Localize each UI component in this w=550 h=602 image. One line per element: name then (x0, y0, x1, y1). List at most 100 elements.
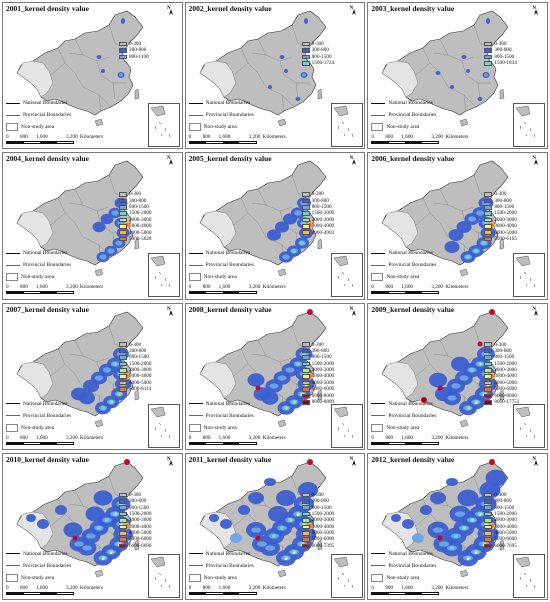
density-hotspot (93, 490, 113, 506)
legend-provincial-label: Provincial Boundaries (23, 112, 72, 118)
density-hotspot (284, 557, 287, 560)
north-label: N (532, 156, 536, 162)
legend-entry: 3000-4000 (301, 524, 334, 530)
density-hotspot (83, 379, 99, 392)
density-legend: 0-300 300-800 800-1500 1500-1724 (301, 41, 334, 67)
legend-swatch (119, 230, 127, 236)
legend-label: 1500-2000 (494, 210, 517, 217)
legend-swatch (484, 399, 493, 405)
legend-national-label: National Boundaries (388, 400, 433, 407)
scale-tick: 0 (188, 434, 192, 441)
density-hotspot (301, 73, 306, 77)
provincial-boundary (291, 175, 308, 200)
legend-label: 300-800 (129, 498, 147, 505)
legend-label: 4000-5000 (311, 379, 335, 386)
scale-tick: 0 (371, 134, 374, 140)
legend-national: National Boundaries (371, 398, 436, 410)
density-hotspot (451, 356, 470, 371)
density-hotspot (475, 551, 478, 554)
non-study-area (199, 361, 236, 398)
legend-label: 1500-2000 (129, 360, 152, 367)
scale-bar: 0 800 1,600 3,200 Kilometers (371, 134, 491, 144)
nonstudy-swatch (188, 573, 201, 582)
legend-swatch (484, 543, 493, 549)
legend-national: National Boundaries (6, 398, 71, 410)
legend-entry: 800-1500 (484, 354, 519, 360)
national-line-swatch (188, 102, 203, 104)
provincial-boundary (74, 189, 110, 212)
nonstudy-swatch (188, 423, 201, 432)
china-map (16, 159, 173, 277)
china-map (16, 309, 173, 427)
legend-entry: 6000-6690 (119, 543, 151, 549)
provincial-boundary (434, 353, 449, 356)
legend-entry: 300-800 (119, 198, 151, 204)
legend-swatch (301, 380, 310, 386)
south-china-sea-inset (148, 103, 180, 147)
legend-label: 0-300 (494, 191, 507, 198)
legend-nonstudy-label: Non-study area (386, 274, 420, 281)
scale-bar: 0 800 1,600 3,200 Kilometers (6, 284, 126, 295)
legend-entry: 0-300 (484, 342, 519, 348)
legend-entry: 4000-4903 (301, 230, 334, 236)
provincial-boundary (68, 353, 84, 356)
legend-national-label: National Boundaries (23, 250, 68, 257)
legend-entry: 2000-3000 (301, 217, 334, 223)
north-label: N (532, 456, 536, 462)
north-label: N (532, 6, 536, 11)
provincial-boundary (68, 503, 84, 506)
north-arrow-icon (169, 309, 173, 316)
map-panel-2006: 2006_kernel density value N 0-300 300-800… (367, 152, 548, 300)
provincial-boundary (474, 175, 491, 200)
legend-entry: 300-800 (484, 198, 516, 204)
legend-entry: 4000-5000 (301, 530, 334, 536)
legend-swatch (119, 224, 127, 229)
density-legend: 0-300 300-800 800-1500 1500-2000 2000-3000 30… (301, 191, 334, 236)
legend-swatch (301, 543, 310, 549)
legend-label: 5000-6000 (494, 536, 517, 543)
legend-entry: 8000-8889 (301, 399, 335, 406)
density-hotspot (255, 385, 261, 390)
taiwan-island (500, 389, 505, 400)
legend-label: 800-1500 (129, 354, 149, 361)
scale-unit: Kilometers (262, 284, 286, 291)
provincial-boundary (251, 353, 266, 356)
density-hotspot (55, 504, 67, 515)
boundary-legend: National Boundaries Provincial Boundarie… (188, 398, 254, 434)
density-hotspot (279, 55, 285, 59)
legend-entry: 4000-5000 (301, 379, 335, 386)
density-hotspot (299, 241, 304, 246)
taiwan-island (317, 88, 322, 100)
china-map (381, 159, 539, 277)
hainan-island (94, 419, 104, 427)
legend-nonstudy: Non-study area (371, 422, 436, 434)
inset-map (515, 406, 536, 438)
density-hotspot (281, 254, 290, 260)
hainan-island (94, 269, 104, 277)
density-hotspot (412, 532, 425, 543)
legend-entry: 6000-8000 (484, 393, 519, 399)
legend-entry: 1500-2000 (119, 511, 151, 517)
density-hotspot (477, 341, 483, 346)
legend-national: National Boundaries (188, 548, 254, 560)
provincial-boundary (98, 94, 102, 112)
legend-swatch (301, 230, 310, 236)
scale-bar-graphic (6, 441, 74, 445)
scale-bar-graphic (371, 441, 440, 445)
south-china-sea-inset (330, 103, 363, 147)
density-legend: 0-300 300-800 800-1500 1500-2000 2000-3000 30… (119, 191, 151, 242)
legend-entry: 5000-5628 (119, 236, 151, 242)
legend-swatch (484, 41, 493, 47)
density-legend: 0-300 300-800 800-1500 1500-2000 2000-3000 30… (119, 492, 151, 550)
scale-tick: 1,600 (36, 434, 48, 441)
legend-entry: 0-300 (301, 191, 334, 197)
legend-swatch (484, 348, 493, 354)
map-panel-2012: 2012_kernel density value N 0-300 300-800… (367, 452, 548, 600)
legend-swatch (301, 61, 310, 66)
scale-tick: 3,200 (248, 584, 261, 591)
legend-provincial-label: Provincial Boundaries (388, 562, 437, 569)
legend-label: 300-800 (129, 47, 147, 54)
density-hotspot (114, 512, 118, 516)
legend-label: 800-1500 (494, 204, 515, 211)
legend-label: 8000-8889 (311, 399, 335, 406)
